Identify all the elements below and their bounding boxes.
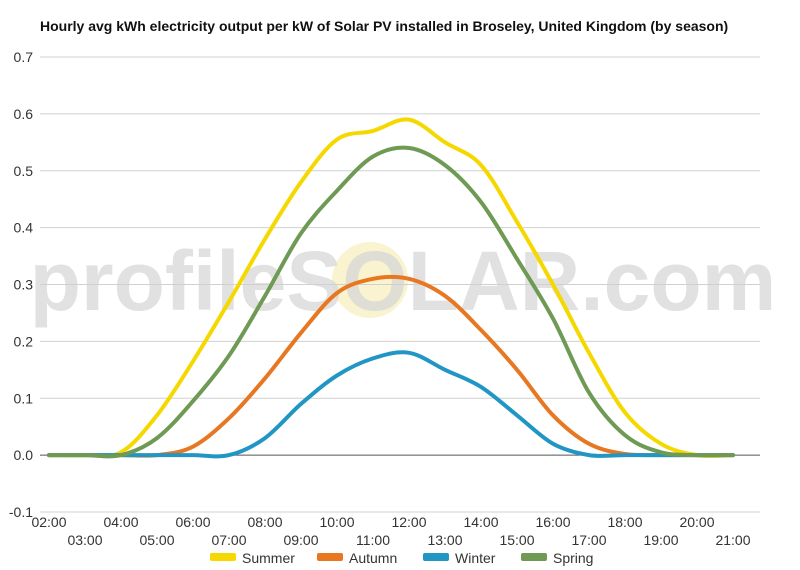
legend-swatch-spring [521, 553, 547, 561]
y-tick-label: 0.6 [14, 106, 34, 122]
y-axis: -0.1 0.0 0.1 0.2 0.3 0.4 0.5 0.6 0.7 [9, 49, 33, 520]
y-tick-label: 0.2 [14, 333, 34, 349]
watermark: profileSOLAR.com [30, 234, 777, 328]
y-tick-label: 0.5 [14, 163, 34, 179]
y-tick-label: 0.1 [14, 390, 34, 406]
x-tick-label: 05:00 [139, 532, 174, 548]
legend-swatch-autumn [317, 553, 343, 561]
y-tick-label: 0.3 [14, 277, 34, 293]
x-tick-label: 12:00 [391, 514, 426, 530]
legend-swatch-summer [210, 553, 236, 561]
x-tick-label: 10:00 [319, 514, 354, 530]
legend-swatch-winter [423, 553, 449, 561]
x-tick-label: 18:00 [607, 514, 642, 530]
x-tick-label: 15:00 [499, 532, 534, 548]
x-tick-label: 21:00 [715, 532, 750, 548]
series-line-spring [47, 145, 735, 459]
x-tick-label: 13:00 [427, 532, 462, 548]
y-tick-label: 0.7 [14, 49, 34, 65]
x-tick-label: 04:00 [103, 514, 138, 530]
x-axis: 02:00 04:00 06:00 08:00 10:00 12:00 14:00 16:00… [31, 514, 750, 548]
x-tick-label: 16:00 [535, 514, 570, 530]
series-line-summer [47, 117, 735, 459]
x-tick-label: 08:00 [247, 514, 282, 530]
x-tick-label: 03:00 [67, 532, 102, 548]
watermark-text: profileSOLAR.com [30, 234, 777, 328]
x-tick-label: 20:00 [679, 514, 714, 530]
legend: Summer Autumn Winter Spring [210, 550, 593, 566]
x-tick-label: 02:00 [31, 514, 66, 530]
y-tick-label: 0.0 [14, 447, 34, 463]
series-line-winter [47, 350, 735, 459]
x-tick-label: 14:00 [463, 514, 498, 530]
legend-label-autumn: Autumn [349, 550, 397, 566]
x-tick-label: 17:00 [571, 532, 606, 548]
x-tick-label: 09:00 [283, 532, 318, 548]
legend-label-winter: Winter [455, 550, 496, 566]
x-tick-label: 06:00 [175, 514, 210, 530]
y-tick-label: -0.1 [9, 504, 33, 520]
legend-label-summer: Summer [242, 550, 295, 566]
x-tick-label: 07:00 [211, 532, 246, 548]
x-tick-label: 19:00 [643, 532, 678, 548]
chart-title: Hourly avg kWh electricity output per kW… [40, 18, 729, 34]
legend-label-spring: Spring [553, 550, 593, 566]
x-tick-label: 11:00 [356, 532, 390, 548]
series-lines [47, 117, 735, 459]
y-tick-label: 0.4 [14, 220, 34, 236]
